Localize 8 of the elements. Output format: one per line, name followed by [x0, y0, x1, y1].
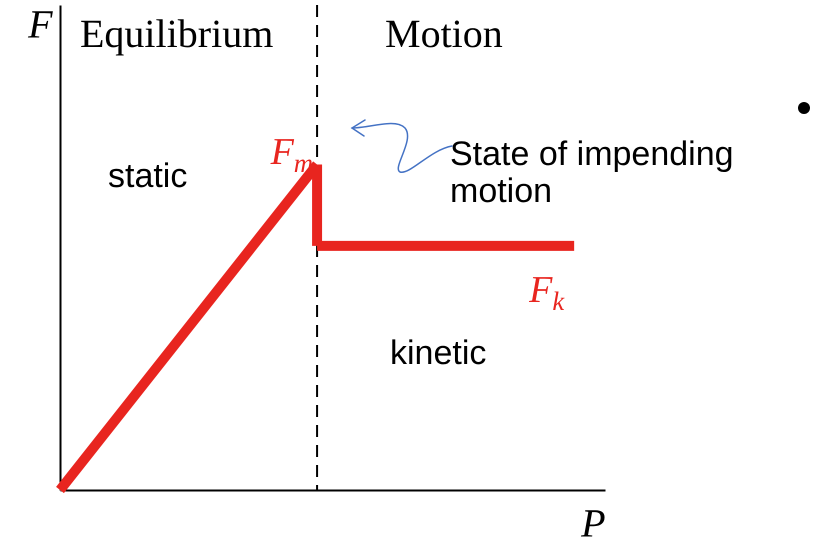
text: Equilibrium [80, 11, 274, 56]
y-axis-title: F [27, 2, 54, 46]
x-axis-title: P [580, 500, 606, 538]
annotation: State of impending motion [450, 135, 735, 211]
text: Motion [385, 11, 503, 56]
annotation: static [108, 157, 188, 196]
annotation: F$_{k}$ [529, 268, 564, 316]
annotation: kinetic [390, 334, 486, 372]
